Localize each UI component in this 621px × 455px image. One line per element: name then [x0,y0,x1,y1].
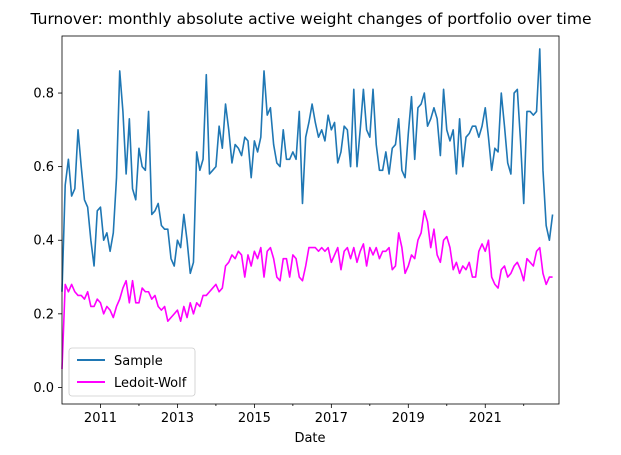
y-tick-label: 0.4 [33,234,54,249]
legend-label-sample: Sample [114,354,163,369]
x-tick-label: 2021 [469,411,502,426]
chart-title: Turnover: monthly absolute active weight… [30,10,592,28]
x-axis-label: Date [294,431,325,446]
x-tick-label: 2011 [84,411,117,426]
y-axis: 0.0 0.2 0.4 0.6 0.8 [33,87,62,396]
y-tick-label: 0.8 [33,87,54,102]
x-tick-label: 2015 [238,411,271,426]
legend-label-ledoit-wolf: Ledoit-Wolf [114,376,187,391]
series-line-ledoit-wolf [61,210,553,370]
series-line-sample [61,48,554,292]
x-tick-label: 2019 [392,411,425,426]
y-tick-label: 0.0 [33,381,54,396]
x-axis: 2011 2013 2015 2017 2019 2021 [84,404,525,426]
y-tick-label: 0.6 [33,160,54,175]
legend: Sample Ledoit-Wolf [68,347,196,397]
plot-frame [61,35,560,405]
x-tick-label: 2013 [161,411,194,426]
x-tick-label: 2017 [315,411,348,426]
y-tick-label: 0.2 [33,307,54,322]
series-layer [61,48,554,370]
